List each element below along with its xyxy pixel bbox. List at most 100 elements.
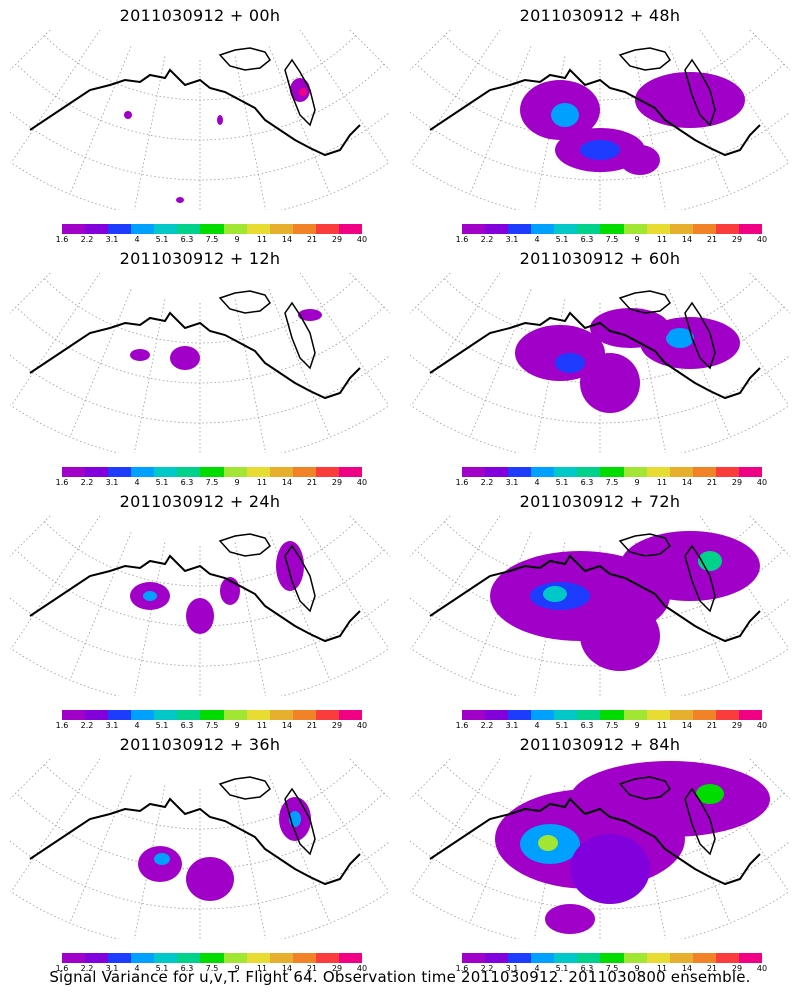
colorbar-tick-label: 29 (331, 721, 343, 730)
colorbar-tick-label: 29 (731, 235, 743, 244)
colorbar-tick-label: 6.3 (180, 478, 194, 487)
colorbar-swatch (554, 710, 578, 720)
coastline (29, 554, 361, 643)
colorbar-tick-label: 3.1 (105, 235, 119, 244)
colorbar-tick-label: 21 (706, 478, 718, 487)
colorbar-labels: 1.6 2.2 3.1 4 5.1 6.3 7.5 9 11 14 21 29 40 (452, 721, 772, 731)
longitude-gridline (634, 785, 667, 939)
longitude-gridline (634, 542, 667, 696)
polar-map (10, 759, 390, 939)
colorbar-swatch (269, 953, 293, 963)
variance-contour (538, 835, 558, 851)
variance-contour (580, 353, 640, 413)
longitude-gridline (234, 785, 267, 939)
colorbar-swatch (554, 467, 578, 477)
colorbar-tick-label: 7.5 (605, 964, 619, 973)
longitude-gridline (299, 30, 390, 163)
colorbar-swatch (577, 953, 601, 963)
longitude-gridline (469, 532, 532, 681)
longitude-gridline (268, 46, 331, 195)
panel-title: 2011030912 + 72h (519, 492, 681, 511)
longitude-gridline (10, 759, 51, 800)
colorbar-swatch (600, 710, 624, 720)
map-panel: 2011030912 + 36h 1.6 2.2 3.1 4 5.1 6.3 7.5 9 11 14… (0, 729, 400, 973)
colorbar-swatch (485, 710, 509, 720)
colorbar-tick-label: 7.5 (205, 721, 219, 730)
arctic-islands-outline (618, 776, 716, 856)
colorbar-swatch (600, 224, 624, 234)
longitude-gridline (234, 56, 267, 210)
polar-map (410, 273, 790, 453)
colorbar (462, 467, 763, 477)
polar-map (410, 30, 790, 210)
colorbar-tick-label: 3.1 (105, 964, 119, 973)
colorbar-swatch (531, 467, 555, 477)
colorbar-tick-label: 1.6 (455, 721, 469, 730)
longitude-gridline (133, 299, 166, 453)
coastline (429, 554, 761, 643)
colorbar-tick-label: 4 (134, 964, 140, 973)
colorbar-tick-label: 40 (356, 964, 368, 973)
colorbar-swatch (200, 710, 224, 720)
colorbar-swatch (269, 224, 293, 234)
colorbar-tick-label: 9 (634, 478, 640, 487)
colorbar-tick-label: 21 (306, 478, 318, 487)
colorbar-swatch (154, 467, 178, 477)
colorbar-tick-label: 14 (681, 478, 693, 487)
colorbar-tick-label: 11 (256, 235, 268, 244)
colorbar-tick-label: 2.2 (80, 235, 94, 244)
longitude-gridline (749, 759, 790, 800)
colorbar-swatch (738, 467, 763, 477)
panel-title: 2011030912 + 60h (519, 249, 681, 268)
variance-contour (154, 853, 170, 865)
colorbar-tick-label: 5.1 (155, 235, 169, 244)
colorbar-swatch (600, 953, 624, 963)
colorbar-tick-label: 9 (634, 721, 640, 730)
longitude-gridline (10, 273, 101, 406)
colorbar-swatch (315, 953, 339, 963)
longitude-gridline (668, 46, 731, 195)
colorbar-tick-label: 14 (281, 235, 293, 244)
colorbar-swatch (646, 467, 670, 477)
colorbar-swatch (485, 467, 509, 477)
variance-contour (176, 197, 184, 203)
colorbar-tick-label: 4 (534, 235, 540, 244)
colorbar-swatch (669, 710, 693, 720)
map-panel: 2011030912 + 12h 1.6 2.2 3.1 4 5.1 6.3 7.5 9 11 14… (0, 243, 400, 488)
colorbar-swatch (338, 467, 363, 477)
colorbar-swatch (669, 953, 693, 963)
polar-map (10, 30, 390, 210)
colorbar-tick-label: 6.3 (580, 721, 594, 730)
colorbar-swatch (108, 953, 132, 963)
colorbar-swatch (85, 224, 109, 234)
variance-contour (217, 115, 223, 125)
colorbar-swatch (292, 710, 316, 720)
variance-contour (545, 904, 595, 934)
colorbar-swatch (485, 953, 509, 963)
colorbar-swatch (338, 953, 363, 963)
colorbar-labels: 1.6 2.2 3.1 4 5.1 6.3 7.5 9 11 14 21 29 40 (452, 478, 772, 488)
colorbar-tick-label: 5.1 (555, 964, 569, 973)
polar-map (410, 759, 790, 939)
longitude-gridline (410, 516, 451, 557)
colorbar-swatch (623, 467, 647, 477)
longitude-gridline (410, 273, 451, 314)
colorbar-swatch (223, 467, 247, 477)
colorbar-swatch (223, 953, 247, 963)
colorbar-tick-label: 1.6 (455, 964, 469, 973)
colorbar-tick-label: 1.6 (55, 478, 69, 487)
colorbar-swatch (62, 953, 86, 963)
colorbar-tick-label: 4 (534, 964, 540, 973)
longitude-gridline (10, 273, 51, 314)
longitude-gridline (410, 30, 451, 71)
colorbar-tick-label: 40 (756, 478, 768, 487)
colorbar-swatch (692, 953, 716, 963)
colorbar (62, 710, 363, 720)
arctic-islands-outline (618, 290, 716, 370)
colorbar-tick-label: 1.6 (55, 235, 69, 244)
colorbar-labels: 1.6 2.2 3.1 4 5.1 6.3 7.5 9 11 14 21 29 40 (52, 478, 372, 488)
colorbar-tick-label: 11 (656, 478, 668, 487)
colorbar-swatch (177, 224, 201, 234)
colorbar-swatch (315, 467, 339, 477)
latitude-gridline (410, 597, 790, 667)
